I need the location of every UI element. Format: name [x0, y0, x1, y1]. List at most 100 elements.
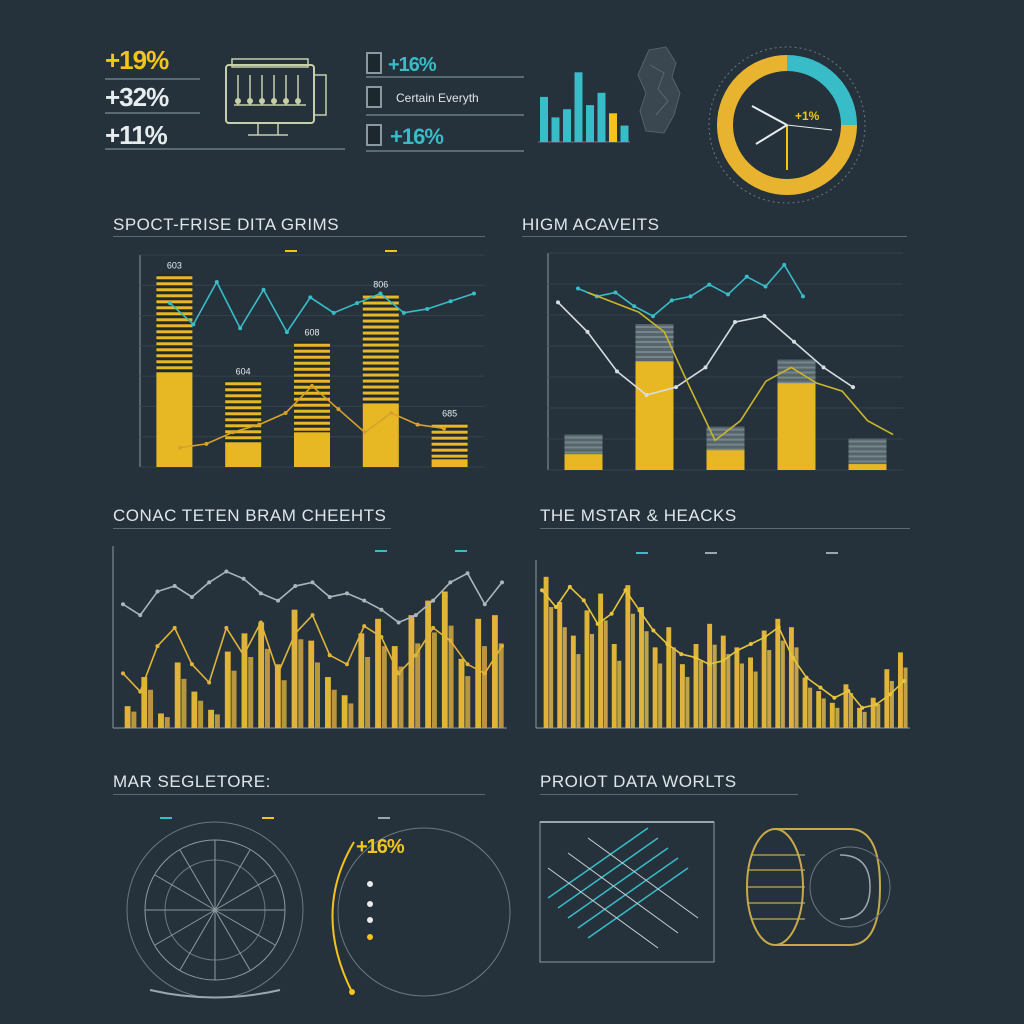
chart4-line-yellow-pt-0 — [540, 588, 544, 593]
chart1-bar-2-stripe — [294, 349, 330, 353]
chart2-bar-3-stripe — [777, 381, 816, 384]
chart1-line-yellow-pt-5 — [310, 384, 314, 389]
section-5-rule — [113, 794, 485, 795]
chart4-bar-20 — [816, 691, 822, 728]
chart3-bar-b-2 — [164, 717, 170, 728]
chart4-bar-b-26 — [903, 667, 908, 728]
chart1-bar-label-3: 806 — [373, 280, 388, 290]
chart3-line-yellow-pt-13 — [344, 662, 349, 667]
mini-bar-7 — [620, 125, 629, 142]
chart4 — [535, 560, 910, 729]
chart2-line-teal-pt-2 — [613, 290, 618, 295]
chart1-bar-2-stripe — [294, 367, 330, 371]
chart3-line-yellow-pt-11 — [310, 613, 315, 618]
chart4-bar-b-9 — [671, 647, 676, 728]
gauge-segment-yellow — [717, 55, 857, 195]
chart2-bar-2-stripe — [706, 438, 745, 441]
chart1-bar-3-solid — [362, 403, 399, 467]
chart2-bar-4-stripe — [848, 460, 887, 463]
chart1-bar-1-stripe — [225, 442, 262, 446]
chart1-bar-3-stripe — [362, 337, 399, 341]
chart1-bar-0-stripe — [156, 300, 193, 304]
chart4-bar-22 — [843, 684, 849, 728]
mini-bar-4 — [586, 105, 594, 142]
chart4-line-yellow-pt-26 — [902, 678, 906, 683]
chart4-line-yellow-pt-25 — [888, 692, 893, 697]
chart2-line-teal-pt-9 — [744, 274, 749, 279]
chart4-bar-1 — [557, 602, 563, 728]
chart2-line-teal-pt-6 — [688, 294, 693, 299]
chart2-line-teal-pt-0 — [576, 286, 580, 291]
chart2-bar-3-stripe — [777, 371, 816, 374]
chart3-line-yellow-pt-9 — [276, 671, 281, 676]
chart2-line-white-pt-4 — [674, 385, 678, 390]
chart3-bar-b-4 — [198, 700, 204, 728]
chart2-line-teal-pt-10 — [763, 284, 768, 289]
chart2-bar-3-stripe — [777, 361, 816, 364]
chart1-bar-4-stripe — [431, 430, 468, 434]
mini-bar-2 — [563, 109, 571, 142]
chart3-bar-13 — [341, 695, 348, 728]
chart3-line-yellow-pt-22 — [500, 644, 504, 649]
chart3-bar-b-15 — [381, 646, 387, 728]
chart2-bar-1-stripe — [635, 326, 674, 329]
chart1-bar-0-stripe — [156, 276, 193, 280]
chart1-bar-3-stripe — [362, 343, 399, 347]
chart1-line-teal-pt-10 — [401, 310, 406, 315]
chart3-line-gray-pt-9 — [276, 598, 281, 603]
chart3-bar-0 — [124, 706, 131, 728]
chart1-line-yellow-pt-2 — [230, 430, 235, 435]
chart1-bar-3-stripe — [362, 385, 399, 389]
chart1-bar-3-stripe — [362, 367, 399, 371]
section-title-5: MAR SEGLETORE: — [113, 772, 271, 791]
chart4-bar-b-22 — [848, 693, 854, 728]
grid-map-diagram — [539, 821, 715, 963]
chart4-bar-b-16 — [767, 650, 772, 728]
chart3-bar-5 — [208, 709, 214, 728]
chart3-line-gray-pt-7 — [241, 576, 246, 581]
chart1-bar-3-stripe — [362, 313, 399, 317]
chart1-bar-4-stripe — [431, 448, 468, 452]
chart2-bar-2-stripe — [706, 433, 745, 436]
chart4-bar-15 — [748, 657, 753, 728]
chart4-bar-0 — [543, 576, 549, 728]
chart3-bar-16 — [391, 646, 398, 728]
chart3-bar-b-19 — [448, 625, 454, 728]
chart1-bar-0-stripe — [156, 348, 193, 352]
chart3-line-gray-pt-12 — [327, 594, 332, 599]
chart1-bar-0-stripe — [156, 324, 193, 328]
chip-3 — [366, 124, 382, 146]
chart4-bar-9 — [666, 627, 672, 728]
chart4-legend-2 — [705, 548, 721, 557]
chart3-line-gray-pt-6 — [224, 569, 229, 574]
chart2-line-teal-pt-12 — [801, 294, 805, 299]
chart4-bar-b-14 — [739, 663, 744, 728]
chart2-bar-2-solid — [706, 450, 745, 470]
chart4-line-yellow-pt-6 — [623, 588, 628, 593]
chart4-bar-b-19 — [808, 687, 813, 728]
chart3-bar-b-3 — [181, 678, 187, 728]
chip-1 — [366, 52, 382, 74]
section-3-rule — [113, 528, 391, 529]
chart1-bar-4-stripe — [431, 424, 468, 428]
chart1-bar-2-stripe — [294, 355, 330, 359]
chart3-line-yellow-pt-20 — [465, 662, 470, 667]
callout-percent: +16% — [356, 836, 405, 858]
chart2-bar-4-stripe — [848, 455, 887, 458]
radial-wheel-diagram — [126, 821, 304, 999]
chart1-legend-1 — [285, 246, 301, 255]
section-6-rule — [540, 794, 798, 795]
section-title-4: THE MSTAR & HEACKS — [540, 506, 737, 525]
chart3-bar-4 — [191, 691, 198, 728]
chart4-line-yellow-pt-20 — [818, 685, 823, 690]
kpi-4: +16% — [388, 54, 437, 76]
chart3-line-gray-pt-4 — [189, 594, 194, 599]
chart4-bar-b-21 — [835, 707, 840, 728]
chart2-bar-3-stripe — [777, 376, 816, 379]
chart1-line-teal-pt-6 — [308, 295, 313, 300]
chart1-bar-3-stripe — [362, 319, 399, 323]
chart2-line-teal-pt-7 — [707, 282, 712, 287]
chart3-line-yellow-pt-17 — [413, 653, 418, 658]
chart1-bar-1-stripe — [225, 382, 262, 386]
chart3-legend-1 — [375, 546, 391, 555]
